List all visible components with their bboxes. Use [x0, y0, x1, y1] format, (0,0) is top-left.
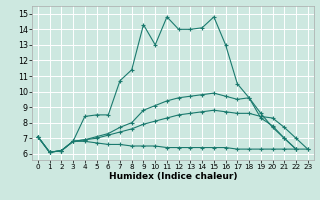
X-axis label: Humidex (Indice chaleur): Humidex (Indice chaleur) — [108, 172, 237, 181]
